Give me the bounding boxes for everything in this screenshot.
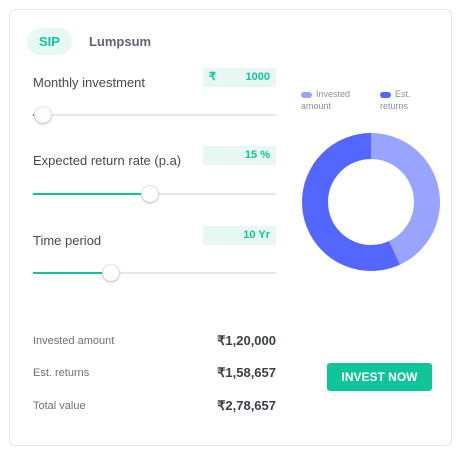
summary-returns-value: ₹1,58,657 bbox=[217, 365, 276, 380]
monthly-investment-input[interactable]: ₹ 1000 bbox=[203, 68, 276, 87]
sip-calculator-card: SIP Lumpsum Monthly investment ₹ 1000 Ex… bbox=[9, 9, 452, 446]
legend-invested-swatch bbox=[301, 91, 312, 98]
return-rate-slider[interactable] bbox=[33, 186, 276, 202]
return-rate-value: 15 % bbox=[244, 149, 270, 161]
legend-returns-swatch bbox=[380, 91, 391, 98]
summary-invested-value: ₹1,20,000 bbox=[217, 333, 276, 348]
slider-thumb[interactable] bbox=[102, 265, 119, 281]
slider-fill bbox=[33, 272, 111, 274]
slider-track bbox=[33, 114, 276, 116]
time-period-value: 10 Yr bbox=[243, 229, 270, 241]
rupee-symbol: ₹ bbox=[209, 71, 216, 83]
invest-now-button[interactable]: INVEST NOW bbox=[327, 363, 432, 391]
summary-total-value: ₹2,78,657 bbox=[217, 398, 276, 413]
legend-returns: Est. returns bbox=[380, 88, 430, 112]
return-rate-label: Expected return rate (p.a) bbox=[33, 153, 182, 168]
monthly-investment-value: 1000 bbox=[245, 71, 270, 83]
returns-donut-chart bbox=[302, 133, 440, 271]
legend-returns-label: Est. returns bbox=[380, 89, 411, 111]
summary-returns-label: Est. returns bbox=[33, 367, 90, 379]
legend-invested: Invested amount bbox=[301, 88, 371, 112]
tab-sip[interactable]: SIP bbox=[27, 28, 72, 55]
time-period-label: Time period bbox=[33, 233, 102, 248]
slider-fill bbox=[33, 193, 150, 195]
calculator-tabs: SIP Lumpsum bbox=[27, 28, 151, 55]
tab-lumpsum[interactable]: Lumpsum bbox=[88, 34, 152, 49]
time-period-input[interactable]: 10 Yr bbox=[203, 226, 276, 245]
slider-thumb[interactable] bbox=[34, 107, 51, 123]
return-rate-input[interactable]: 15 % bbox=[203, 146, 276, 165]
slider-thumb[interactable] bbox=[141, 186, 158, 202]
time-period-slider[interactable] bbox=[33, 265, 276, 281]
monthly-investment-label: Monthly investment bbox=[33, 75, 145, 90]
legend-invested-label: Invested amount bbox=[301, 89, 351, 111]
slider-track bbox=[33, 272, 276, 274]
summary-total-label: Total value bbox=[33, 400, 86, 412]
summary-invested-label: Invested amount bbox=[33, 335, 115, 347]
monthly-investment-slider[interactable] bbox=[33, 107, 276, 123]
donut-slice-returns bbox=[302, 133, 440, 271]
